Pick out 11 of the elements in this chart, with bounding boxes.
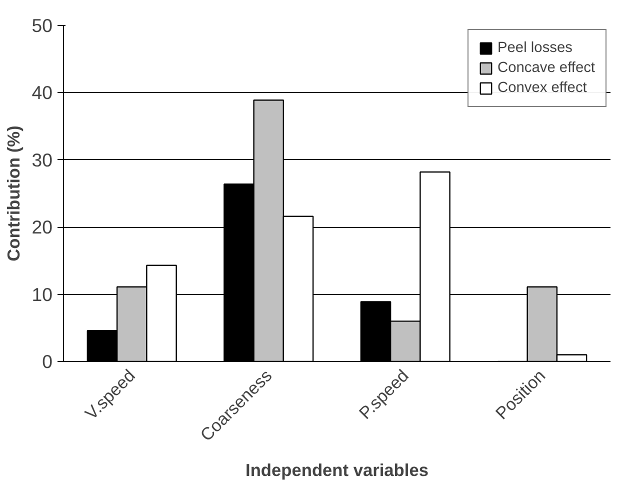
- legend-label: Convex effect: [498, 80, 587, 96]
- legend-label: Concave effect: [498, 60, 595, 76]
- y-tick-label: 30: [32, 149, 53, 170]
- legend-label: Peel losses: [498, 40, 572, 56]
- y-axis-title: Contribution (%): [4, 126, 24, 262]
- y-tick-label: 20: [32, 216, 53, 238]
- y-tick-label: 10: [32, 284, 53, 305]
- y-tick-label: 40: [32, 82, 53, 104]
- y-tick-label: 50: [32, 15, 53, 36]
- y-tick-label: 0: [42, 351, 53, 372]
- x-axis-title: Independent variables: [246, 460, 428, 480]
